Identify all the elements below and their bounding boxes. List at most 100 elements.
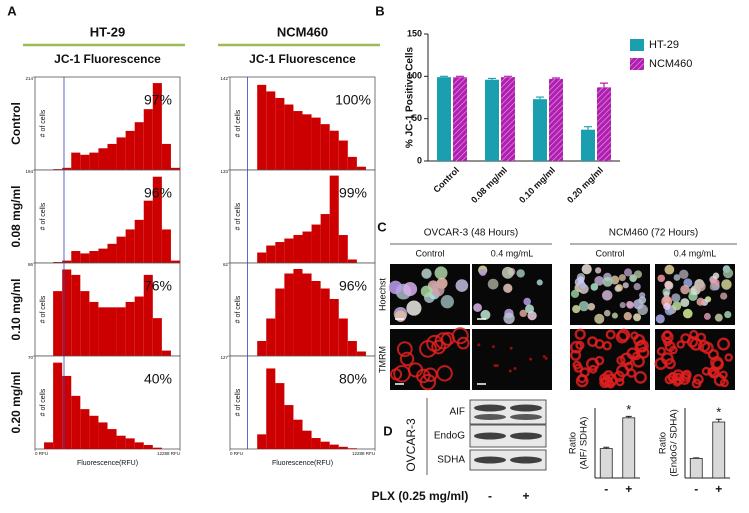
nucleus (709, 283, 718, 291)
nucleus (602, 276, 613, 287)
nucleus (523, 297, 531, 306)
nucleus (712, 272, 720, 280)
histogram-bar (80, 154, 90, 170)
column-header: Control (595, 248, 624, 258)
histogram-bar (275, 97, 285, 170)
subtitle: JC-1 Fluorescence (249, 52, 356, 66)
nucleus (388, 280, 403, 295)
histogram-bar (356, 351, 366, 356)
histogram-bar (266, 91, 276, 170)
mito-signal (691, 378, 702, 389)
histogram-bar (302, 430, 312, 449)
mito-signal (399, 351, 415, 367)
histogram-bar (170, 260, 180, 263)
histogram-bar (89, 415, 99, 449)
row-label: 0.20 mg/ml (9, 371, 23, 433)
mito-signal (431, 339, 446, 355)
nucleus (634, 270, 643, 279)
error-bar (456, 75, 464, 78)
histogram-bar (125, 130, 135, 170)
y-axis-label: Ratio (568, 432, 579, 454)
y-axis-label: % JC-1 Positive Cells (405, 46, 416, 148)
histogram-bar (293, 269, 303, 356)
panel-label: B (375, 3, 384, 18)
nucleus (680, 284, 690, 295)
histogram-bar (134, 219, 144, 263)
nucleus (633, 299, 644, 310)
histogram-bar (62, 167, 72, 170)
histogram-bar (89, 301, 99, 356)
micrograph (472, 329, 552, 390)
histogram-bar (302, 273, 312, 356)
nucleus (696, 297, 705, 306)
cells (389, 327, 470, 391)
nucleus (570, 289, 580, 298)
histogram-bar (320, 288, 330, 356)
histogram-bar (116, 307, 126, 356)
error-bar (584, 126, 592, 130)
nucleus (679, 269, 689, 280)
mito-signal (668, 345, 678, 355)
histogram-bar (338, 235, 348, 263)
percent-label: 96% (339, 278, 367, 294)
y-tick-label: 62 (223, 262, 229, 267)
error-bar (536, 96, 544, 100)
x-tick-label: - (694, 482, 698, 496)
mito-signal (713, 374, 726, 387)
y-tick-label: 127 (220, 355, 228, 360)
histogram-bar (107, 143, 117, 170)
histogram-bar (71, 395, 81, 449)
histogram-bar (266, 245, 276, 263)
y-axis-label: # of cells (235, 295, 242, 323)
mito-signal (573, 363, 584, 373)
histogram-bar (143, 445, 153, 449)
nucleus (615, 284, 623, 292)
y-tick-label: 50 (412, 113, 422, 123)
mito-signal (495, 364, 499, 368)
x-axis-label: Fluorescence(RFU) (272, 460, 333, 467)
cells (569, 328, 650, 389)
histogram-bar (53, 362, 63, 449)
nucleus (703, 312, 711, 320)
histogram-bar (152, 83, 162, 170)
nucleus (657, 274, 666, 283)
mito-signal (624, 361, 634, 372)
blot-band (474, 456, 506, 464)
histogram-bar (143, 109, 153, 170)
nucleus (455, 279, 469, 292)
histogram-bar (62, 260, 72, 263)
y-axis-label: # of cells (40, 202, 47, 230)
percent-label: 97% (144, 92, 172, 108)
mito-signal (615, 330, 629, 344)
mito-signal (423, 367, 438, 382)
percent-label: 40% (144, 371, 172, 387)
bar (501, 77, 515, 161)
significance-mark: * (626, 402, 631, 417)
percent-label: 76% (144, 278, 172, 294)
bar (453, 77, 467, 161)
histogram-bar (284, 273, 294, 356)
mito-signal (587, 336, 598, 347)
histogram-bar (320, 214, 330, 263)
y-axis-label: # of cells (40, 109, 47, 137)
blot-band (510, 432, 542, 440)
histogram-bar (71, 274, 81, 356)
histogram-bar (71, 152, 81, 170)
nucleus (603, 309, 611, 317)
nucleus (671, 293, 681, 303)
mito-signal (389, 368, 403, 381)
error-bar (440, 75, 448, 78)
histogram-bar (311, 281, 321, 356)
histogram-bar (275, 383, 285, 449)
error-bar (552, 77, 560, 79)
blot-lane (469, 424, 547, 448)
mito-signal (513, 366, 517, 370)
blot-band (474, 432, 506, 440)
histogram-bar (311, 438, 321, 449)
mito-signal (477, 343, 481, 347)
nucleus (618, 274, 626, 282)
nucleus (633, 313, 642, 322)
nucleus (673, 274, 681, 281)
histogram-bar (170, 167, 180, 170)
